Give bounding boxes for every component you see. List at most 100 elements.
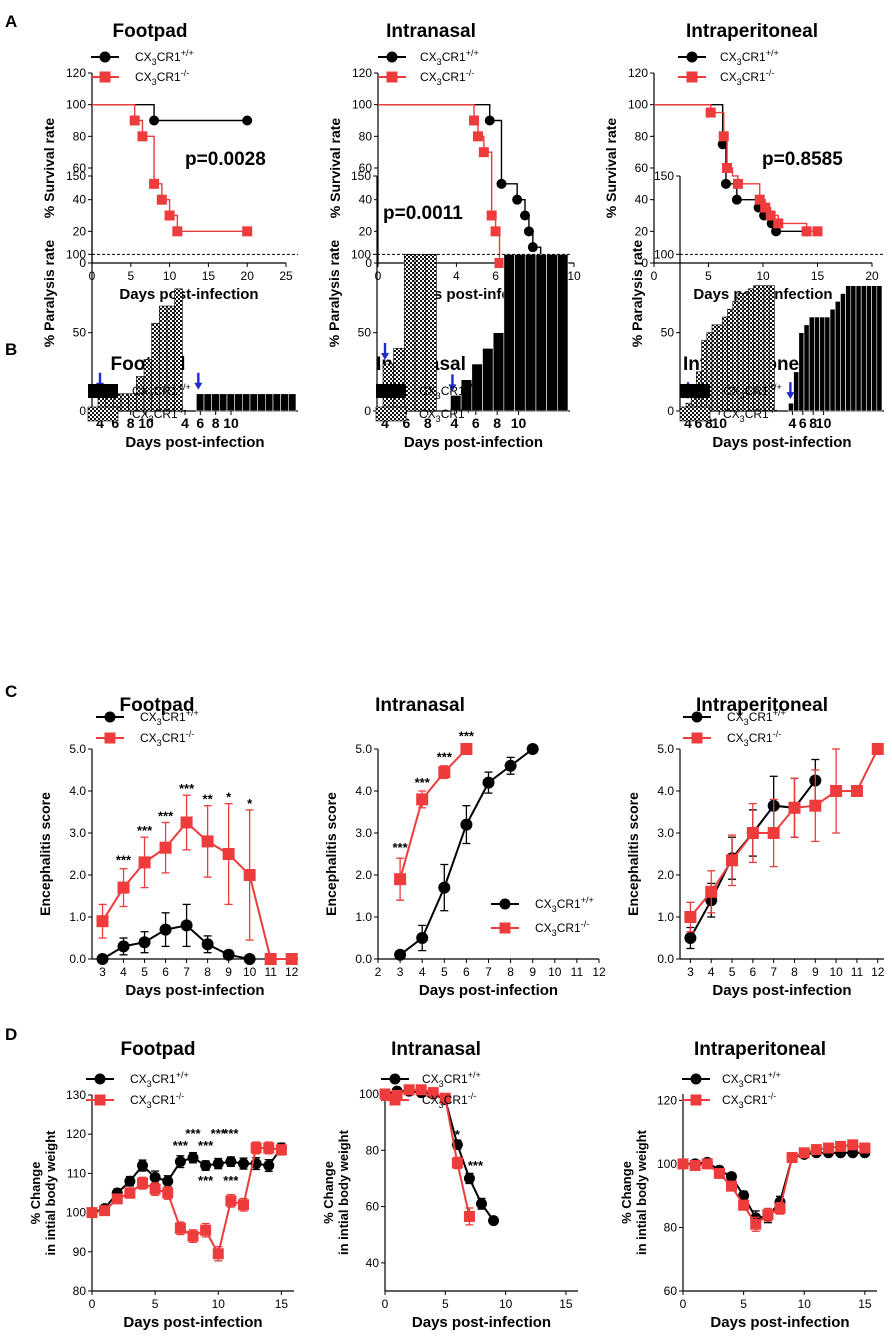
y-tick-label: 60 [366, 1200, 380, 1214]
series-knockout [677, 1139, 871, 1232]
data-point [201, 938, 214, 951]
data-point [403, 1084, 415, 1096]
y-tick-label: 80 [359, 129, 373, 143]
legend-subscript: 3 [737, 57, 742, 67]
y-tick-label: 3.0 [657, 826, 674, 840]
data-point [138, 936, 151, 949]
significance-marker: *** [137, 823, 153, 838]
data-point [96, 915, 109, 928]
data-point [201, 835, 214, 848]
x-tick-label: 10 [138, 415, 154, 431]
p-value-annotation: p=0.0028 [185, 149, 266, 170]
x-tick-label: 10 [163, 269, 177, 283]
legend-subscript: 3 [436, 391, 441, 401]
legend-superscript: +/+ [766, 48, 779, 58]
legend-text-part: CR1 [749, 710, 773, 724]
x-tick-label: 8 [705, 415, 713, 431]
legend-superscript: -/- [468, 1091, 477, 1101]
legend-label: CX3CR1-/- [720, 68, 774, 87]
legend-text-part: CX [140, 710, 157, 724]
legend-label-wildtype: CX3CR1+/+ [419, 382, 478, 401]
significance-marker: * [455, 1127, 461, 1142]
x-tick-label: 25 [279, 269, 293, 283]
data-point [526, 743, 539, 755]
legend-text-part: CX [419, 384, 436, 398]
x-tick-label: 10 [243, 965, 257, 979]
y-axis-label: Encephalitis score [37, 792, 53, 916]
legend-subscript: 3 [437, 77, 442, 87]
bar-wildtype [860, 285, 867, 412]
series-knockout [654, 103, 823, 237]
significance-marker: * [226, 790, 232, 805]
x-tick-label: 6 [196, 415, 204, 431]
x-tick-label: 5 [127, 269, 134, 283]
legend-text-part: CX [420, 50, 437, 64]
y-tick-label: 20 [635, 224, 649, 238]
x-tick-label: 4 [789, 415, 797, 431]
data-point [222, 848, 235, 860]
survival-point [484, 115, 495, 126]
chart-A1: Footpad 0 20 40 60 80 100 120 % Survival rate Day… [41, 21, 293, 303]
data-point [427, 1087, 439, 1099]
x-tick-label: 0 [89, 1297, 96, 1311]
legend-label: CX3CR1+/+ [535, 895, 594, 914]
bar-wildtype [482, 348, 494, 412]
x-tick-label: 5 [152, 1297, 159, 1311]
data-point [726, 1180, 737, 1192]
survival-point [472, 131, 483, 142]
y-tick-label: 20 [359, 224, 373, 238]
data-point [200, 1160, 212, 1172]
legend-text-part: CR1 [742, 50, 766, 64]
legend-text-part: CR1 [745, 384, 769, 398]
legend-text-part: CX [135, 50, 152, 64]
x-tick-label: 9 [225, 965, 232, 979]
chart-title: Intraperitoneal [694, 1039, 826, 1060]
survival-point [520, 210, 530, 221]
bar-wildtype [492, 332, 505, 412]
bar-knockout [711, 324, 718, 412]
legend-subscript: 3 [737, 77, 742, 87]
x-tick-label: 12 [871, 965, 885, 979]
x-tick-label: 15 [811, 269, 825, 283]
legend-marker [686, 71, 698, 83]
y-tick-label: 20 [73, 224, 87, 238]
legend-text-part: CR1 [152, 1072, 176, 1086]
x-tick-label: 12 [592, 965, 606, 979]
x-tick-label: 11 [264, 965, 277, 979]
y-tick-label: 60 [73, 161, 87, 175]
data-line [689, 748, 879, 918]
y-tick-label: 5.0 [69, 742, 86, 756]
y-axis-label: % Paralysis rate [326, 240, 342, 348]
data-point [415, 1084, 427, 1096]
legend-marker [499, 898, 511, 910]
legend-marker [389, 1073, 401, 1085]
legend-label-knockout: CX3CR1-/- [419, 405, 473, 424]
legend-text-part: CX [420, 70, 437, 84]
legend-text-part: CR1 [749, 731, 773, 745]
bar-wildtype [503, 254, 515, 412]
significance-marker: *** [198, 1173, 214, 1188]
data-point [275, 1144, 287, 1156]
data-point [809, 799, 822, 812]
y-tick-label: 3.0 [355, 826, 372, 840]
data-point [159, 923, 172, 936]
y-tick-label: 100 [351, 247, 371, 261]
legend-label-wildtype: CX3CR1+/+ [723, 382, 782, 401]
legend-text-part: CR1 [444, 1072, 468, 1086]
legend-superscript: +/+ [769, 382, 782, 392]
y-tick-label: 4.0 [657, 784, 674, 798]
survival-curve [92, 103, 248, 122]
x-tick-label: 0 [382, 1297, 389, 1311]
survival-point [717, 139, 728, 150]
legend-text-part: CR1 [745, 407, 769, 421]
legend-swatch-knockout [679, 406, 711, 422]
legend-subscript: 3 [157, 717, 162, 727]
bar-knockout [701, 340, 708, 412]
y-tick-label: 100 [66, 247, 86, 261]
legend-marker [104, 732, 116, 744]
significance-marker: ** [203, 792, 214, 807]
legend-label: CX3CR1-/- [422, 1091, 476, 1110]
legend-subscript: 3 [552, 928, 557, 938]
survival-point [773, 218, 784, 229]
